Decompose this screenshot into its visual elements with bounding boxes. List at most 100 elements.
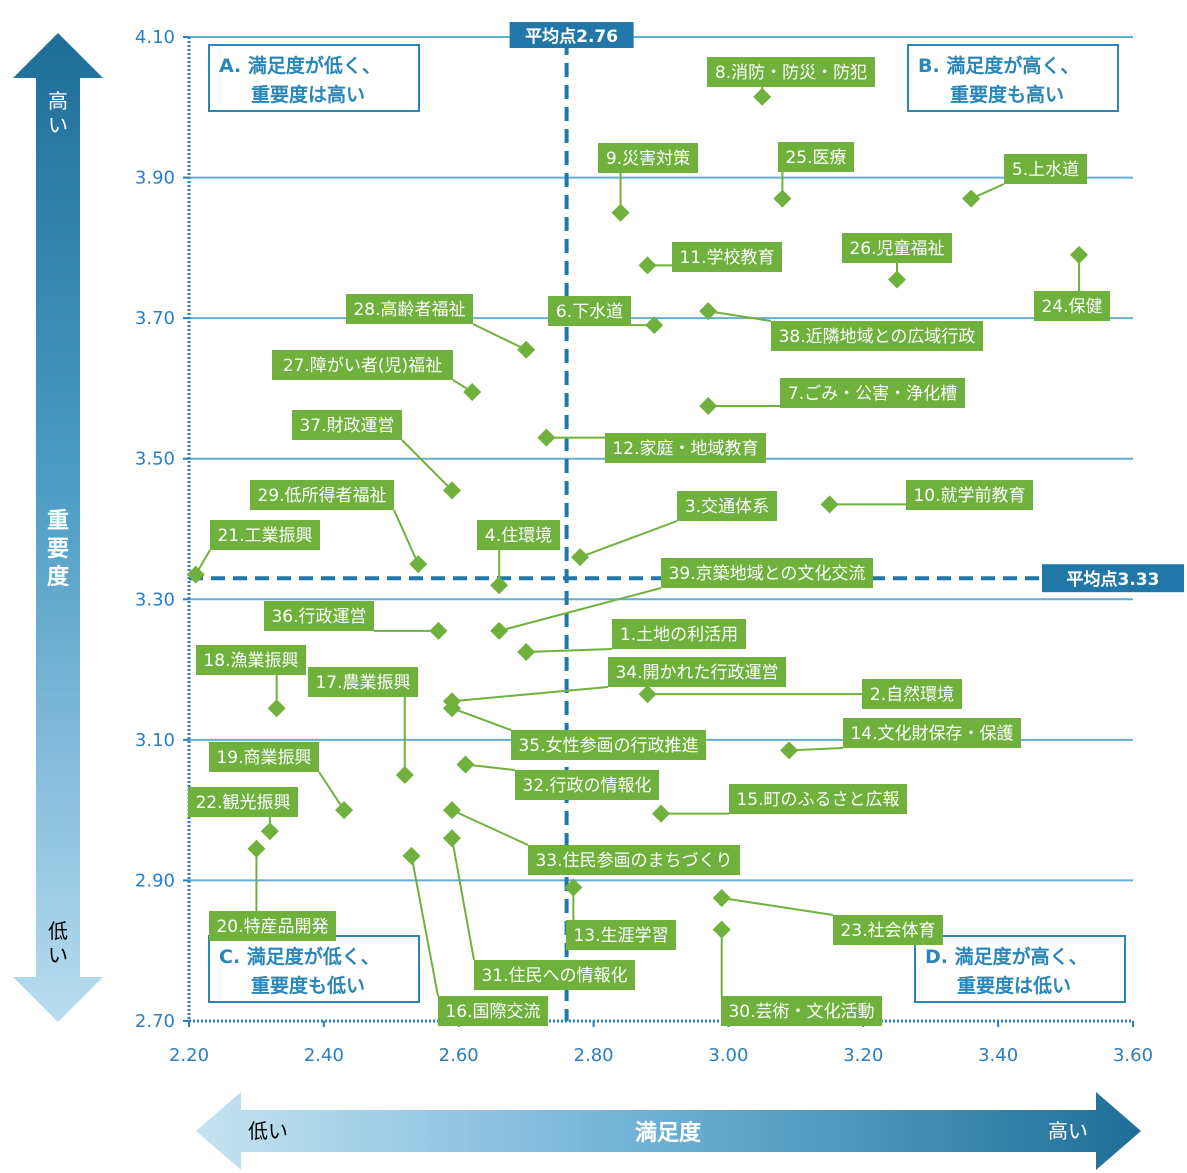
point-label-box (677, 491, 777, 521)
point-label: 1.土地の利活用 (620, 625, 738, 645)
leader-line (789, 747, 844, 752)
point-label: 26.児童福祉 (849, 239, 944, 259)
point-label: 24.保健 (1041, 297, 1102, 317)
point-label-box (598, 143, 698, 173)
point-marker (442, 829, 461, 848)
point-marker (638, 685, 657, 704)
point-marker (712, 920, 731, 939)
y-tick-label: 3.70 (135, 308, 175, 329)
avg-y-badge (1042, 564, 1184, 593)
point-label-box (843, 718, 1021, 748)
x-tick-label: 3.40 (978, 1045, 1018, 1066)
leader-line (579, 520, 678, 559)
point-label-box (308, 667, 418, 697)
avg-y-label: 平均点3.33 (1067, 569, 1160, 590)
point-label-box (566, 920, 676, 950)
quadrant-line2-c: 重要度も低い (251, 974, 365, 997)
x-tick-label: 3.60 (1113, 1045, 1153, 1066)
quadrant-line2-b: 重要度も高い (950, 83, 1064, 106)
x-axis-arrow (196, 1092, 1141, 1170)
point-label-box (771, 321, 983, 351)
point-label: 6.下水道 (556, 302, 623, 322)
avg-x-label: 平均点2.76 (525, 26, 618, 47)
point-marker (456, 755, 475, 774)
point-label-box (438, 996, 548, 1026)
point-label: 33.住民参画のまちづくり (535, 851, 732, 871)
quadrant-line2-a: 重要度は高い (251, 83, 365, 106)
point-marker (645, 316, 664, 335)
point-marker (335, 801, 354, 820)
point-marker (564, 878, 583, 897)
point-label-box (1004, 154, 1087, 184)
leader-line (708, 310, 772, 322)
quadrant-box-b (907, 44, 1119, 112)
x-tick-label: 2.20 (169, 1045, 209, 1066)
y-axis-arrow (13, 33, 103, 1022)
x-tick-label: 3.20 (843, 1045, 883, 1066)
x-axis-high: 高い (1048, 1119, 1088, 1143)
y-axis-title: 重要度 (47, 509, 70, 590)
point-label: 23.社会体育 (840, 921, 935, 941)
point-label: 10.就学前教育 (913, 486, 1025, 506)
point-label: 37.財政運営 (299, 416, 394, 436)
point-label-box (511, 730, 706, 760)
leader-line (465, 763, 516, 771)
quadrant-line1-a: A. 満足度が低く、 (219, 54, 381, 77)
leader-line (472, 323, 527, 351)
point-label-box (346, 294, 473, 324)
point-marker (490, 576, 509, 595)
point-label: 14.文化財保存・保護 (850, 724, 1013, 744)
point-label: 29.低所得者福祉 (257, 486, 386, 506)
point-label: 3.交通体系 (685, 497, 769, 517)
point-label-box (605, 433, 766, 463)
point-marker (186, 565, 205, 584)
point-label: 16.国際交流 (445, 1002, 540, 1022)
point-label-box (729, 784, 907, 814)
y-tick-label: 3.90 (135, 168, 175, 189)
point-label-box (780, 378, 965, 408)
leader-line (721, 897, 834, 916)
point-label: 5.上水道 (1012, 160, 1079, 180)
point-label-box (515, 770, 659, 800)
y-tick-label: 3.50 (135, 449, 175, 470)
point-label: 30.芸術・文化活動 (728, 1002, 874, 1022)
point-label: 19.商業振興 (216, 748, 311, 768)
point-label: 8.消防・防災・防犯 (715, 63, 867, 83)
point-label-box (721, 996, 882, 1026)
point-label-box (292, 410, 402, 440)
point-marker (537, 428, 556, 447)
point-marker (712, 889, 731, 907)
point-marker (463, 382, 482, 401)
quadrant-box-d (914, 935, 1126, 1003)
point-label: 11.学校教育 (679, 248, 774, 268)
point-label: 13.生涯学習 (573, 926, 668, 946)
point-label: 34.開かれた行政運営 (615, 663, 778, 683)
leader-line (498, 587, 662, 632)
point-label-box (272, 350, 453, 380)
y-tick-label: 2.90 (135, 870, 175, 891)
point-label: 32.行政の情報化 (522, 776, 651, 796)
point-marker (409, 555, 428, 574)
point-marker (699, 397, 718, 415)
point-marker (780, 741, 799, 760)
point-label-box (474, 960, 635, 990)
leader-line (451, 809, 529, 846)
point-label: 38.近隣地域との広域行政 (779, 327, 976, 347)
point-marker (247, 839, 266, 858)
x-tick-label: 2.40 (304, 1045, 344, 1066)
point-marker (395, 766, 414, 784)
point-label-box (707, 57, 875, 87)
point-label: 35.女性参画の行政推進 (518, 736, 698, 756)
x-axis-title: 満足度 (635, 1120, 702, 1146)
point-marker (429, 621, 448, 640)
point-label: 20.特産品開発 (216, 917, 328, 937)
y-tick-label: 3.30 (135, 589, 175, 610)
point-label: 7.ごみ・公害・浄化槽 (788, 384, 957, 404)
quadrant-line1-b: B. 満足度が高く、 (918, 54, 1079, 77)
x-tick-label: 3.00 (708, 1045, 748, 1066)
point-label-box (612, 619, 746, 649)
point-label: 25.医療 (785, 148, 846, 168)
leader-line (526, 648, 613, 653)
point-label: 17.農業振興 (315, 673, 410, 693)
point-marker (638, 256, 657, 275)
